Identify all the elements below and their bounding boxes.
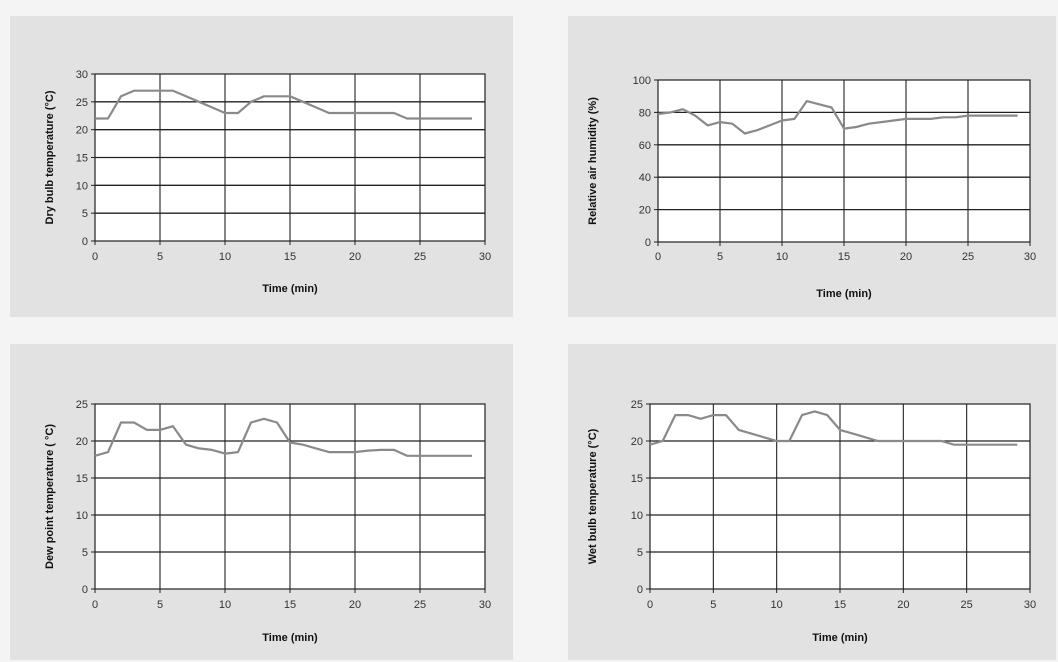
chart-panel-wet-bulb: 0 5 10 15 20 25 0 5 10 15 20 25 30 Time (min) Wet bulb… <box>568 344 1056 660</box>
x-tick-label: 0 <box>647 599 653 611</box>
x-tick-label: 10 <box>776 251 788 263</box>
y-tick-label: 5 <box>637 547 643 559</box>
dry-bulb-chart: 0 5 10 15 20 25 30 0 5 10 15 20 25 30 Time (min) Dry bu… <box>44 69 491 295</box>
y-tick-label: 15 <box>76 473 88 485</box>
chart-panel-dry-bulb: 0 5 10 15 20 25 30 0 5 10 15 20 25 30 Time (min) Dry bu… <box>10 16 513 317</box>
y-tick-label: 15 <box>76 153 88 165</box>
y-tick-label: 25 <box>631 399 643 411</box>
x-tick-label: 5 <box>157 251 163 263</box>
x-axis-title: Time (min) <box>262 283 318 295</box>
x-tick-label: 15 <box>834 599 846 611</box>
x-tick-label: 0 <box>655 251 661 263</box>
x-tick-label: 30 <box>479 251 491 263</box>
y-tick-label: 20 <box>76 125 88 137</box>
y-tick-label: 20 <box>631 436 643 448</box>
x-tick-label: 5 <box>157 599 163 611</box>
x-axis-title: Time (min) <box>816 288 872 300</box>
x-tick-label: 10 <box>771 599 783 611</box>
x-tick-label: 15 <box>838 251 850 263</box>
y-tick-label: 30 <box>76 69 88 81</box>
y-tick-label: 25 <box>76 97 88 109</box>
x-tick-label: 20 <box>900 251 912 263</box>
x-tick-label: 30 <box>1024 599 1036 611</box>
x-tick-label: 30 <box>479 599 491 611</box>
y-tick-label: 10 <box>76 180 88 192</box>
y-tick-label: 10 <box>631 510 643 522</box>
y-tick-label: 40 <box>639 172 651 184</box>
x-tick-label: 25 <box>961 599 973 611</box>
series-line <box>95 89 472 120</box>
y-tick-label: 0 <box>82 236 88 248</box>
x-tick-label: 25 <box>414 251 426 263</box>
x-tick-label: 5 <box>717 251 723 263</box>
x-tick-label: 25 <box>414 599 426 611</box>
y-tick-label: 0 <box>637 584 643 596</box>
x-axis-title: Time (min) <box>812 632 868 644</box>
x-tick-label: 30 <box>1024 251 1036 263</box>
x-tick-label: 25 <box>962 251 974 263</box>
y-tick-label: 100 <box>633 75 651 87</box>
y-axis-title: Dew point temperature ( °C) <box>44 424 56 569</box>
x-tick-label: 5 <box>710 599 716 611</box>
y-axis-title: Wet bulb temperature (°C) <box>587 428 599 564</box>
y-tick-label: 5 <box>82 547 88 559</box>
x-tick-label: 20 <box>897 599 909 611</box>
x-tick-label: 20 <box>349 599 361 611</box>
wet-bulb-chart: 0 5 10 15 20 25 0 5 10 15 20 25 30 Time (min) Wet bulb… <box>587 399 1036 644</box>
x-axis-title: Time (min) <box>262 632 318 644</box>
x-tick-label: 10 <box>219 599 231 611</box>
y-tick-label: 20 <box>639 205 651 217</box>
y-tick-label: 25 <box>76 399 88 411</box>
x-tick-label: 15 <box>284 599 296 611</box>
y-tick-label: 10 <box>76 510 88 522</box>
y-axis-title: Relative air humidity (%) <box>587 97 599 225</box>
y-tick-label: 5 <box>82 208 88 220</box>
x-tick-label: 0 <box>92 599 98 611</box>
x-tick-label: 20 <box>349 251 361 263</box>
y-tick-label: 0 <box>645 237 651 249</box>
chart-panel-dew-point: 0 5 10 15 20 25 0 5 10 15 20 25 30 Time (min) Dew poin… <box>10 344 513 660</box>
x-tick-label: 10 <box>219 251 231 263</box>
series-line <box>649 410 1018 446</box>
series-line <box>94 417 472 457</box>
dew-point-chart: 0 5 10 15 20 25 0 5 10 15 20 25 30 Time (min) Dew poin… <box>44 399 491 644</box>
y-tick-label: 0 <box>82 584 88 596</box>
y-tick-label: 80 <box>639 107 651 119</box>
y-tick-label: 20 <box>76 436 88 448</box>
series-line <box>657 99 1018 135</box>
y-tick-label: 60 <box>639 140 651 152</box>
chart-panel-relative-humidity: 0 20 40 60 80 100 0 5 10 15 20 25 30 Time (min) Relati… <box>568 16 1056 317</box>
y-axis-title: Dry bulb temperature (°C) <box>44 90 56 224</box>
x-tick-label: 0 <box>92 251 98 263</box>
relative-humidity-chart: 0 20 40 60 80 100 0 5 10 15 20 25 30 Time (min) Relati… <box>587 75 1036 300</box>
x-tick-label: 15 <box>284 251 296 263</box>
y-tick-label: 15 <box>631 473 643 485</box>
